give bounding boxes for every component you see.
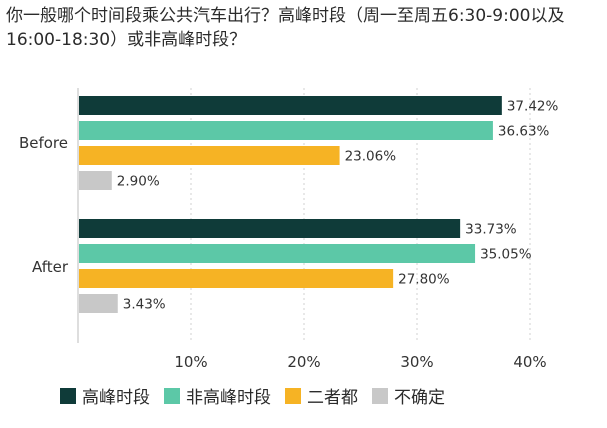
data-label: 23.06% <box>345 149 397 165</box>
group-label-after: After <box>32 258 69 276</box>
data-label: 35.05% <box>480 247 532 263</box>
bar-before-3 <box>79 171 112 190</box>
data-label: 2.90% <box>117 174 160 190</box>
legend-label: 不确定 <box>394 388 445 408</box>
bar-after-3 <box>79 294 118 313</box>
bar-after-0 <box>79 219 461 238</box>
data-label: 27.80% <box>398 272 450 288</box>
legend-label: 非高峰时段 <box>186 388 271 408</box>
legend-swatch <box>164 387 180 404</box>
legend-label: 高峰时段 <box>82 388 150 408</box>
bar-before-0 <box>79 96 502 115</box>
data-label: 37.42% <box>507 99 559 115</box>
legend-label: 二者都 <box>307 388 358 408</box>
data-label: 36.63% <box>498 124 550 140</box>
data-label: 33.73% <box>465 222 517 238</box>
legend-swatch <box>285 387 301 404</box>
legend-item: 非高峰时段 <box>164 383 271 408</box>
legend-item: 二者都 <box>285 383 358 408</box>
chart-title: 你一般哪个时间段乘公共汽车出行？高峰时段（周一至周五6:30-9:00以及16:… <box>6 6 565 50</box>
x-tick-label: 20% <box>287 353 320 371</box>
legend-item: 高峰时段 <box>60 383 150 408</box>
x-tick-label: 30% <box>400 353 433 371</box>
bar-after-2 <box>79 269 394 288</box>
group-label-before: Before <box>19 134 68 152</box>
data-label: 3.43% <box>123 297 166 313</box>
bar-after-1 <box>79 244 476 263</box>
chart-legend: 高峰时段 非高峰时段 二者都 不确定 <box>60 383 445 408</box>
bar-before-1 <box>79 121 493 140</box>
legend-item: 不确定 <box>372 383 445 408</box>
legend-swatch <box>372 387 388 404</box>
x-tick-label: 40% <box>513 353 546 371</box>
legend-swatch <box>60 387 76 404</box>
x-tick-label: 10% <box>174 353 207 371</box>
bar-before-2 <box>79 146 340 165</box>
